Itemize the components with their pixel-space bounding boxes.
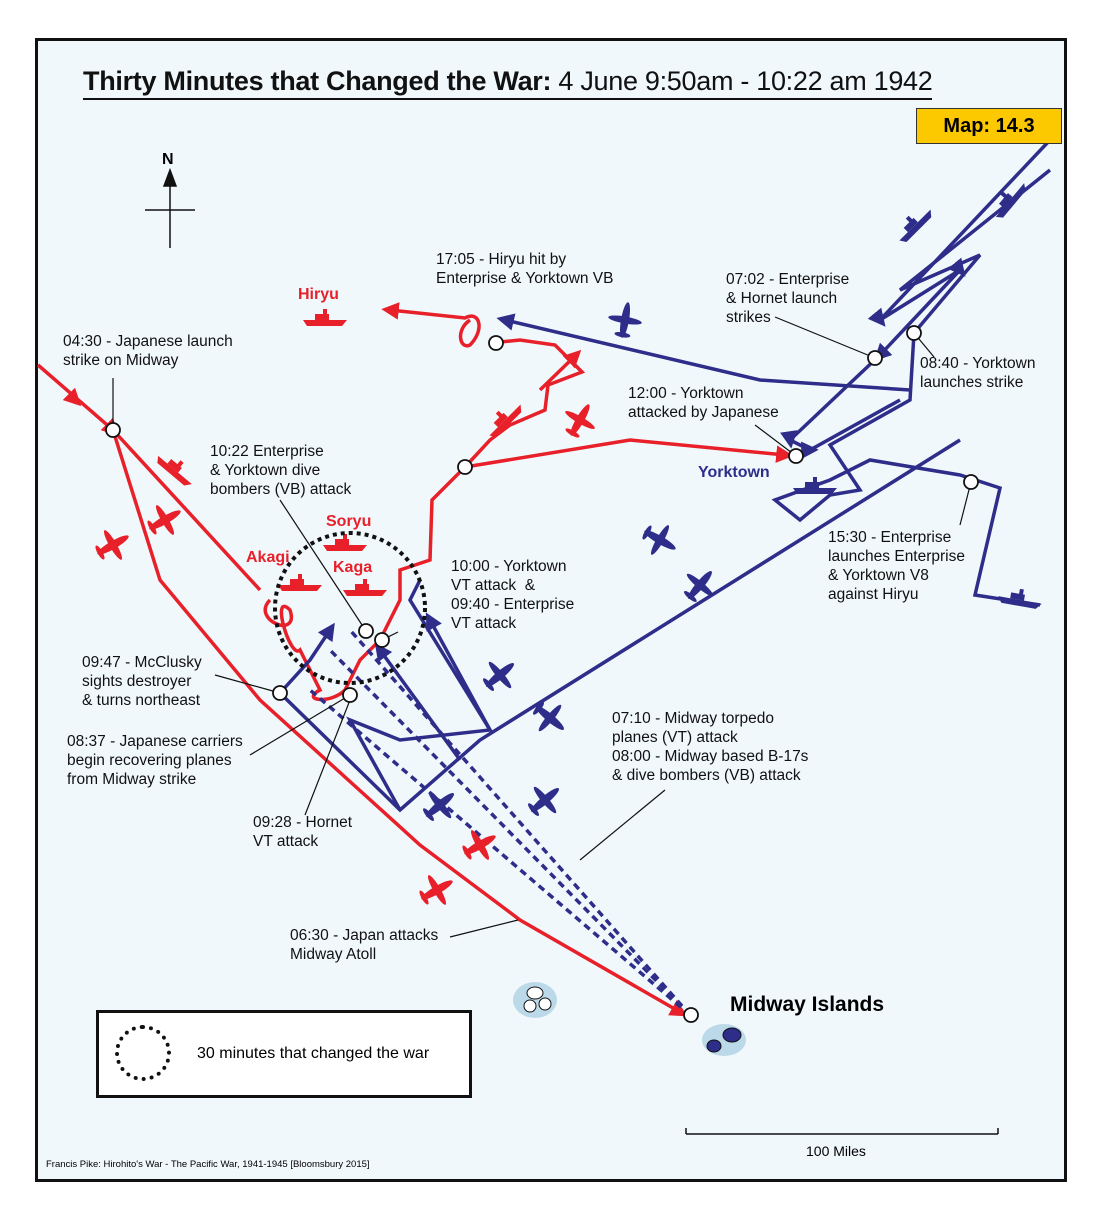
annotation-1705: 17:05 - Hiryu hit by Enterprise & Yorkto… <box>436 251 614 287</box>
annotation-0947: 09:47 - McClusky sights destroyer & turn… <box>82 654 202 709</box>
map-number-badge: Map: 14.3 <box>916 108 1062 144</box>
annotation-0710: 07:10 - Midway torpedo planes (VT) attac… <box>612 710 809 784</box>
legend-label: 30 minutes that changed the war <box>197 1045 430 1062</box>
annotation-0702: 07:02 - Enterprise & Hornet launch strik… <box>726 271 850 326</box>
scale-label: 100 Miles <box>806 1143 866 1159</box>
annotation-1000: 10:00 - Yorktown VT attack & 09:40 - Ent… <box>451 558 575 632</box>
north-arrow-icon <box>145 167 195 248</box>
annotation-0840: 08:40 - Yorktown launches strike <box>920 355 1036 391</box>
ship-label-kaga: Kaga <box>333 559 373 576</box>
midway-strike-routes <box>308 628 692 1017</box>
annotation-0837: 08:37 - Japanese carriers begin recoveri… <box>67 733 243 788</box>
japanese-route-midway <box>111 429 688 1017</box>
north-label: N <box>162 151 174 168</box>
ship-label-hiryu: Hiryu <box>298 286 339 303</box>
leader-lines <box>112 316 972 938</box>
ship-label-yorktown: Yorktown <box>698 464 770 481</box>
scale-bar <box>685 1128 999 1135</box>
annotation-0430: 04:30 - Japanese launch strike on Midway <box>63 333 233 369</box>
annotation-1530: 15:30 - Enterprise launches Enterprise &… <box>828 529 965 603</box>
event-nodes <box>105 325 979 1023</box>
map-title: Thirty Minutes that Changed the War: 4 J… <box>83 66 933 100</box>
ship-label-akagi: Akagi <box>246 549 290 566</box>
annotation-0630: 06:30 - Japan attacks Midway Atoll <box>290 927 439 963</box>
thirty-minutes-circle <box>273 531 427 685</box>
place-label-midway: Midway Islands <box>730 993 885 1016</box>
annotation-1200: 12:00 - Yorktown attacked by Japanese <box>628 385 779 421</box>
midway-islands-icon <box>513 982 746 1056</box>
annotation-0928: 09:28 - Hornet VT attack <box>253 814 353 850</box>
title-dates: 4 June 9:50am - 10:22 am 1942 <box>551 66 933 96</box>
title-bold: Thirty Minutes that Changed the War: <box>83 66 552 96</box>
source-credit: Francis Pike: Hirohito's War - The Pacif… <box>46 1159 370 1170</box>
dotted-circle-icon <box>115 1025 171 1081</box>
annotation-1022: 10:22 Enterprise & Yorktown dive bombers… <box>210 443 352 498</box>
ship-label-soryu: Soryu <box>326 513 372 530</box>
legend: 30 minutes that changed the war <box>96 1010 472 1098</box>
